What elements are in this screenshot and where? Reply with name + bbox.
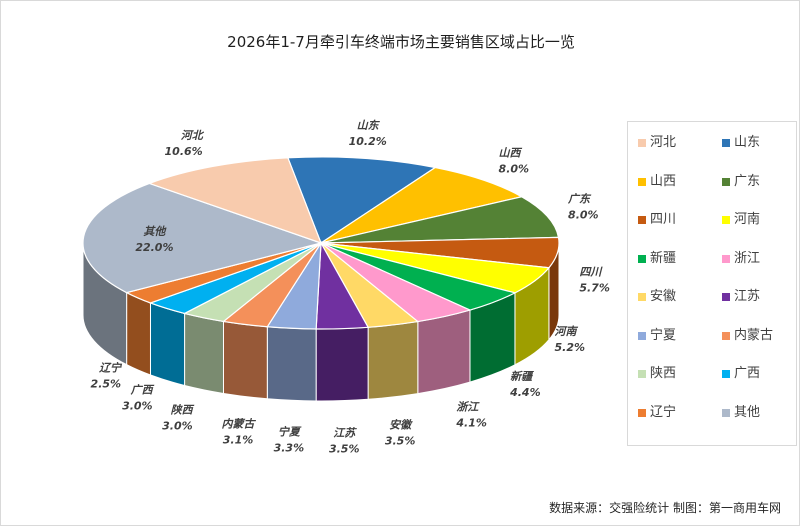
legend-swatch	[722, 331, 730, 340]
legend-swatch	[638, 331, 646, 340]
slice-9-side	[266, 326, 317, 402]
slice-6-side	[417, 309, 471, 395]
legend-swatch	[722, 177, 730, 186]
slice-0-value-label: 10.2%	[349, 135, 387, 148]
slice-10-value-label: 3.1%	[223, 433, 254, 446]
slice-14-value-label: 22.0%	[135, 241, 173, 254]
legend-label: 新疆	[650, 250, 677, 266]
legend-label: 广东	[734, 173, 761, 189]
chart-legend: 河北 山东山西 广东四川 河南新疆 浙江安徽 江苏宁夏 内蒙古陕西 广西辽宁 其他	[627, 121, 797, 446]
legend-swatch	[722, 139, 730, 147]
slice-1-wedge	[320, 166, 524, 244]
slice-0-wedge	[287, 156, 437, 244]
legend-swatch	[722, 408, 730, 417]
pie-labels: 山东 10.2% 山西 8.0% 广东 8.0% 四川 5.7% 河南 5.2% 新疆 4.4% 浙江 4…	[91, 119, 610, 455]
slice-5-value-label: 4.4%	[509, 386, 541, 399]
slice-15-wedge	[147, 157, 323, 244]
slice-2-value-label: 8.0%	[568, 209, 599, 222]
slice-5-name-label: 新疆	[510, 370, 534, 383]
slice-2-name-label: 广东	[567, 193, 592, 206]
legend-label: 山西	[650, 173, 677, 189]
slice-13-name-label: 辽宁	[99, 361, 123, 374]
slice-6-name-label: 浙江	[456, 400, 480, 413]
slice-7-name-label: 安徽	[389, 418, 413, 431]
slice-4-value-label: 5.2%	[555, 341, 586, 354]
legend-label: 河北	[650, 135, 677, 150]
legend-label: 其他	[734, 404, 761, 420]
slice-11-side	[184, 312, 224, 395]
slice-3-value-label: 5.7%	[579, 282, 610, 295]
legend-label: 陕西	[650, 366, 677, 381]
legend-swatch	[638, 408, 646, 417]
slice-14-wedge	[82, 182, 324, 294]
slice-7-value-label: 3.5%	[385, 434, 416, 447]
legend-label: 内蒙古	[734, 327, 774, 343]
slice-15-name-label: 河北	[181, 129, 205, 142]
slice-11-value-label: 3.0%	[162, 419, 193, 432]
legend-swatch	[638, 370, 646, 378]
pie-top	[82, 156, 560, 330]
slice-15-value-label: 10.6%	[165, 145, 203, 158]
slice-2-wedge	[320, 196, 560, 244]
slice-12-name-label: 广西	[130, 384, 155, 397]
legend-label: 安徽	[650, 289, 677, 304]
slice-10-name-label: 内蒙古	[222, 417, 257, 430]
slice-1-name-label: 山西	[499, 147, 523, 160]
legend-swatch	[722, 216, 730, 224]
legend-swatch	[638, 216, 646, 224]
slice-13-side	[126, 291, 151, 376]
slice-3-name-label: 四川	[579, 266, 603, 279]
slice-8-side	[315, 326, 369, 402]
pie-sides	[82, 242, 560, 402]
legend-swatch	[722, 293, 730, 301]
slice-6-value-label: 4.1%	[455, 416, 487, 429]
slice-12-value-label: 3.0%	[122, 400, 153, 413]
slice-14-name-label: 其他	[143, 225, 167, 238]
legend-swatch	[638, 177, 646, 186]
slice-4-name-label: 河南	[555, 325, 579, 338]
slice-9-value-label: 3.3%	[274, 442, 305, 455]
legend-swatch	[722, 370, 730, 378]
legend-swatch	[638, 293, 646, 301]
legend-label: 山东	[734, 135, 761, 150]
slice-12-side	[149, 302, 186, 387]
legend-label: 宁夏	[650, 327, 677, 343]
slice-11-name-label: 陕西	[171, 403, 195, 416]
legend-label: 广西	[734, 366, 761, 381]
slice-0-name-label: 山东	[357, 119, 381, 132]
legend-swatch	[638, 254, 646, 263]
legend-label: 江苏	[734, 289, 761, 304]
legend-swatch	[722, 254, 730, 263]
legend-label: 四川	[650, 212, 677, 227]
chart-title: 2026年1-7月牵引车终端市场主要销售区域占比一览	[227, 33, 575, 51]
slice-13-value-label: 2.5%	[91, 377, 122, 390]
legend-label: 河南	[734, 212, 761, 227]
legend-label: 辽宁	[650, 404, 677, 420]
source-note: 数据来源：交强险统计 制图：第一商用车网	[549, 501, 781, 515]
legend-swatch	[638, 139, 646, 147]
slice-1-value-label: 8.0%	[499, 163, 530, 176]
slice-9-name-label: 宁夏	[278, 426, 302, 439]
slice-10-side	[222, 320, 268, 400]
slice-8-name-label: 江苏	[333, 426, 357, 439]
slice-7-side	[367, 320, 419, 400]
legend-label: 浙江	[734, 250, 761, 266]
slice-8-value-label: 3.5%	[329, 442, 360, 455]
